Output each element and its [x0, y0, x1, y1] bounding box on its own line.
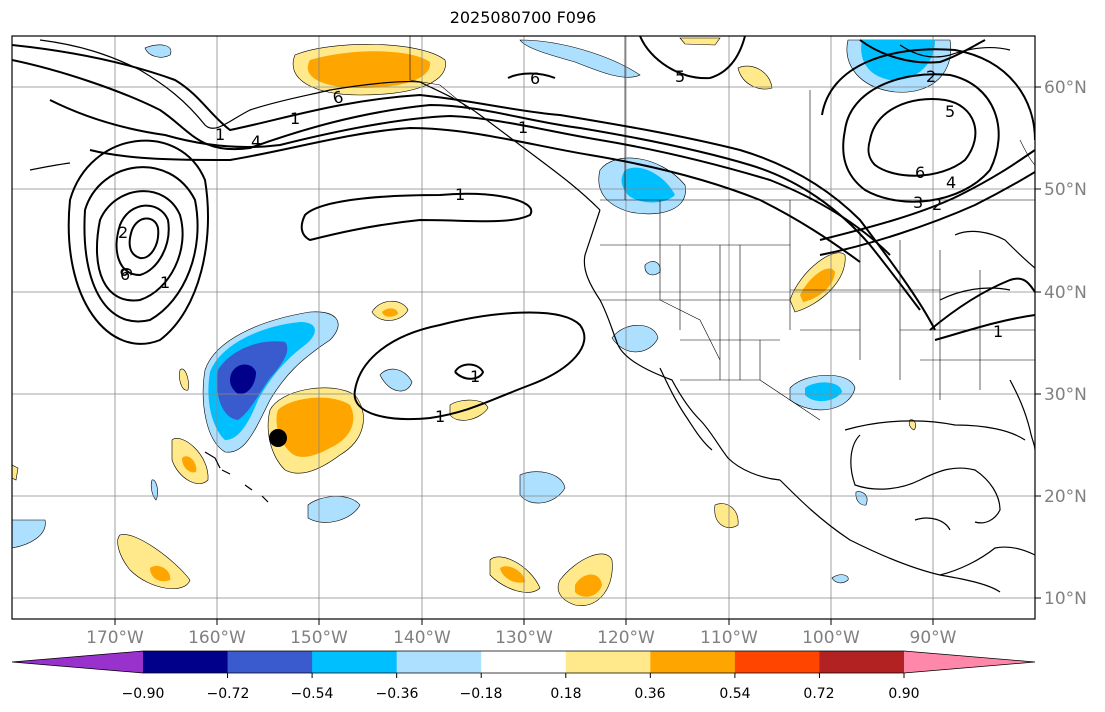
lon-label: 120°W [597, 628, 655, 648]
contour-label: 6 [331, 87, 346, 108]
lat-label: 30°N [1044, 385, 1087, 405]
colorbar-segment [481, 651, 567, 673]
contour-label: 2 [932, 195, 942, 214]
contour-label: 2 [118, 223, 128, 242]
map-title: 2025080700 F096 [449, 8, 597, 27]
lon-label: 140°W [393, 628, 451, 648]
coastlines [29, 39, 1035, 593]
contour-label: 1 [455, 185, 465, 204]
contour-label: 4 [946, 173, 956, 192]
lat-label: 10°N [1044, 589, 1087, 609]
contour-label: 1 [518, 118, 528, 137]
colorbar-tick-label: 0.54 [719, 686, 750, 702]
colorbar-segments [11, 650, 1036, 678]
contour-label: 3 [913, 193, 923, 212]
latitude-labels: 60°N 50°N 40°N 30°N 20°N 10°N [1044, 78, 1087, 609]
contour-label: 6 [530, 69, 540, 88]
graticule [12, 36, 1035, 619]
lon-label: 160°W [188, 628, 246, 648]
lon-label: 130°W [495, 628, 553, 648]
contour-label: 1 [160, 273, 170, 292]
contour-label: 5 [675, 67, 685, 86]
colorbar-segment [312, 651, 398, 673]
colorbar-segment [565, 651, 651, 673]
colorbar-segment [143, 651, 229, 673]
colorbar-tick-label: 0.36 [634, 686, 665, 702]
contour-label: 6 [120, 265, 130, 284]
colorbar-tick-label: 0.72 [803, 686, 834, 702]
longitude-labels: 170°W 160°W 150°W 140°W 130°W 120°W 110°… [86, 628, 957, 648]
contour-label: 9 [117, 267, 136, 277]
contour-label: 1 [470, 367, 480, 386]
colorbar-tick-labels: −0.90 −0.72 −0.54 −0.36 −0.18 0.18 0.36 … [122, 686, 920, 702]
colorbar-segment [650, 651, 736, 673]
lat-label: 20°N [1044, 487, 1087, 507]
lat-label: 40°N [1044, 283, 1087, 303]
axis-ticks [114, 86, 1041, 625]
contour-label: 1 [993, 322, 1003, 341]
contour-label: 4 [251, 132, 261, 151]
colorbar-tick-label: −0.90 [122, 686, 165, 702]
lat-label: 50°N [1044, 180, 1087, 200]
colorbar-tick-label: 0.18 [550, 686, 581, 702]
lat-label: 60°N [1044, 78, 1087, 98]
lon-label: 110°W [700, 628, 758, 648]
colorbar-segment [734, 651, 820, 673]
contour-labels: 6 4 1 2 9 6 1 1 1 6 5 1 6 5 2 4 3 2 1 1 … [117, 67, 1003, 426]
shaded-anomalies [12, 37, 952, 606]
colorbar-outline [11, 650, 1036, 674]
colorbar-tick-label: −0.18 [460, 686, 503, 702]
contour-label: 1 [215, 125, 225, 144]
colorbar-tick-label: −0.54 [291, 686, 334, 702]
colorbar-extend-max [904, 651, 1035, 673]
contour-label: 1 [290, 109, 300, 128]
colorbar-segment [819, 651, 905, 673]
contour-label: 6 [915, 163, 925, 182]
colorbar-segment [396, 651, 482, 673]
political-borders [409, 36, 1035, 421]
colorbar-extend-min [12, 651, 143, 673]
contour-label: 5 [945, 102, 955, 121]
lon-label: 150°W [290, 628, 348, 648]
colorbar-tick-label: −0.72 [207, 686, 250, 702]
lon-label: 90°W [910, 628, 957, 648]
colorbar-tick-label: −0.36 [376, 686, 419, 702]
lon-label: 100°W [802, 628, 860, 648]
contour-lines [12, 36, 1035, 421]
contour-label: 1 [435, 407, 445, 426]
contour-label: 2 [926, 67, 936, 86]
colorbar-segment [227, 651, 313, 673]
colorbar-tick-label: 0.90 [888, 686, 919, 702]
location-marker [269, 429, 287, 447]
lon-label: 170°W [86, 628, 144, 648]
